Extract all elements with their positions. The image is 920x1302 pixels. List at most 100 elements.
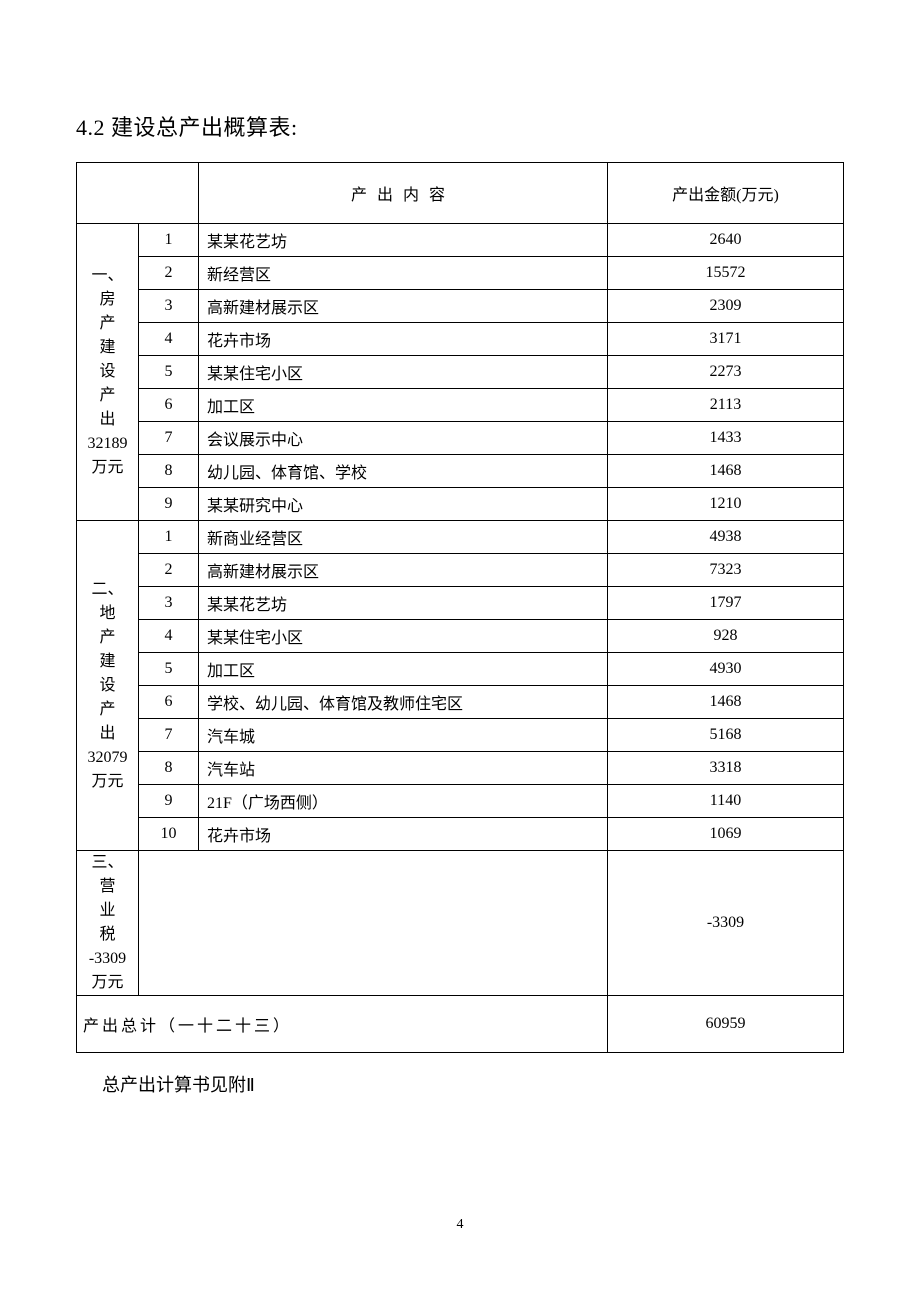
table-row: 4某某住宅小区928 [77, 620, 844, 653]
table-row: 5某某住宅小区2273 [77, 356, 844, 389]
category-line: 税 [77, 923, 138, 947]
content-cell: 幼儿园、体育馆、学校 [199, 455, 608, 488]
table-row: 7汽车城5168 [77, 719, 844, 752]
content-cell: 某某住宅小区 [199, 620, 608, 653]
total-amount: 60959 [608, 996, 844, 1053]
category-cell: 一、房产建设产出32189万元 [77, 224, 139, 521]
index-cell: 4 [139, 323, 199, 356]
content-cell: 某某住宅小区 [199, 356, 608, 389]
index-cell: 1 [139, 224, 199, 257]
content-cell: 学校、幼儿园、体育馆及教师住宅区 [199, 686, 608, 719]
total-label: 产出总计（一十二十三） [77, 996, 608, 1053]
category-line: 产 [77, 384, 138, 408]
amount-cell: 3171 [608, 323, 844, 356]
total-row: 产出总计（一十二十三）60959 [77, 996, 844, 1053]
index-cell: 2 [139, 257, 199, 290]
amount-cell: 2113 [608, 389, 844, 422]
blank-cell [139, 851, 608, 996]
content-cell: 会议展示中心 [199, 422, 608, 455]
category-line: 三、 [77, 851, 138, 875]
content-cell: 汽车站 [199, 752, 608, 785]
content-cell: 新商业经营区 [199, 521, 608, 554]
table-row: 一、房产建设产出32189万元1某某花艺坊2640 [77, 224, 844, 257]
content-cell: 花卉市场 [199, 818, 608, 851]
category-line: 建 [77, 336, 138, 360]
amount-cell: 1468 [608, 455, 844, 488]
header-empty [77, 163, 199, 224]
table-header-row: 产出内容产出金额(万元) [77, 163, 844, 224]
amount-cell: 2309 [608, 290, 844, 323]
amount-cell: 5168 [608, 719, 844, 752]
amount-cell: 2273 [608, 356, 844, 389]
table-row: 2新经营区15572 [77, 257, 844, 290]
amount-cell: 1468 [608, 686, 844, 719]
amount-cell: 1797 [608, 587, 844, 620]
index-cell: 6 [139, 389, 199, 422]
amount-cell: 1210 [608, 488, 844, 521]
amount-cell: 928 [608, 620, 844, 653]
page-number: 4 [76, 1217, 844, 1233]
category-cell: 三、营业税-3309万元 [77, 851, 139, 996]
table-row: 3高新建材展示区2309 [77, 290, 844, 323]
amount-cell: 7323 [608, 554, 844, 587]
index-cell: 3 [139, 290, 199, 323]
category-line: 业 [77, 899, 138, 923]
section-title: 4.2 建设总产出概算表: [76, 110, 844, 142]
category-line: 32079 [77, 746, 138, 770]
category-cell: 二、地产建设产出32079万元 [77, 521, 139, 851]
amount-cell: 15572 [608, 257, 844, 290]
table-row: 7会议展示中心1433 [77, 422, 844, 455]
table-row: 6加工区2113 [77, 389, 844, 422]
category-line: 二、 [77, 578, 138, 602]
table-row: 8汽车站3318 [77, 752, 844, 785]
amount-cell: 3318 [608, 752, 844, 785]
content-cell: 21F（广场西侧） [199, 785, 608, 818]
content-cell: 某某花艺坊 [199, 224, 608, 257]
header-amount-label: 产出金额(万元) [608, 163, 844, 224]
content-cell: 某某花艺坊 [199, 587, 608, 620]
category-line: 万元 [77, 456, 138, 480]
index-cell: 8 [139, 455, 199, 488]
category-line: 地 [77, 602, 138, 626]
content-cell: 新经营区 [199, 257, 608, 290]
content-cell: 汽车城 [199, 719, 608, 752]
category-line: 营 [77, 875, 138, 899]
index-cell: 5 [139, 653, 199, 686]
index-cell: 9 [139, 785, 199, 818]
amount-cell: 4938 [608, 521, 844, 554]
category-line: 产 [77, 312, 138, 336]
amount-cell: 1140 [608, 785, 844, 818]
table-row: 3某某花艺坊1797 [77, 587, 844, 620]
category-line: 一、 [77, 264, 138, 288]
category-line: 32189 [77, 432, 138, 456]
content-cell: 某某研究中心 [199, 488, 608, 521]
category-line: 产 [77, 626, 138, 650]
output-budget-table: 产出内容产出金额(万元)一、房产建设产出32189万元1某某花艺坊26402新经… [76, 162, 844, 1053]
index-cell: 7 [139, 719, 199, 752]
category-line: -3309 [77, 947, 138, 971]
header-content-label: 产出内容 [199, 163, 608, 224]
index-cell: 7 [139, 422, 199, 455]
table-row: 三、营业税-3309万元-3309 [77, 851, 844, 996]
table-row: 5加工区4930 [77, 653, 844, 686]
category-line: 房 [77, 288, 138, 312]
table-row: 4花卉市场3171 [77, 323, 844, 356]
index-cell: 3 [139, 587, 199, 620]
index-cell: 6 [139, 686, 199, 719]
category-line: 设 [77, 360, 138, 384]
table-row: 10花卉市场1069 [77, 818, 844, 851]
amount-cell: 4930 [608, 653, 844, 686]
index-cell: 8 [139, 752, 199, 785]
table-row: 二、地产建设产出32079万元1新商业经营区4938 [77, 521, 844, 554]
amount-cell: 2640 [608, 224, 844, 257]
content-cell: 高新建材展示区 [199, 554, 608, 587]
table-row: 9某某研究中心1210 [77, 488, 844, 521]
index-cell: 5 [139, 356, 199, 389]
table-row: 8幼儿园、体育馆、学校1468 [77, 455, 844, 488]
category-line: 出 [77, 408, 138, 432]
category-line: 出 [77, 722, 138, 746]
index-cell: 10 [139, 818, 199, 851]
category-line: 产 [77, 698, 138, 722]
table-row: 921F（广场西侧）1140 [77, 785, 844, 818]
amount-cell: -3309 [608, 851, 844, 996]
